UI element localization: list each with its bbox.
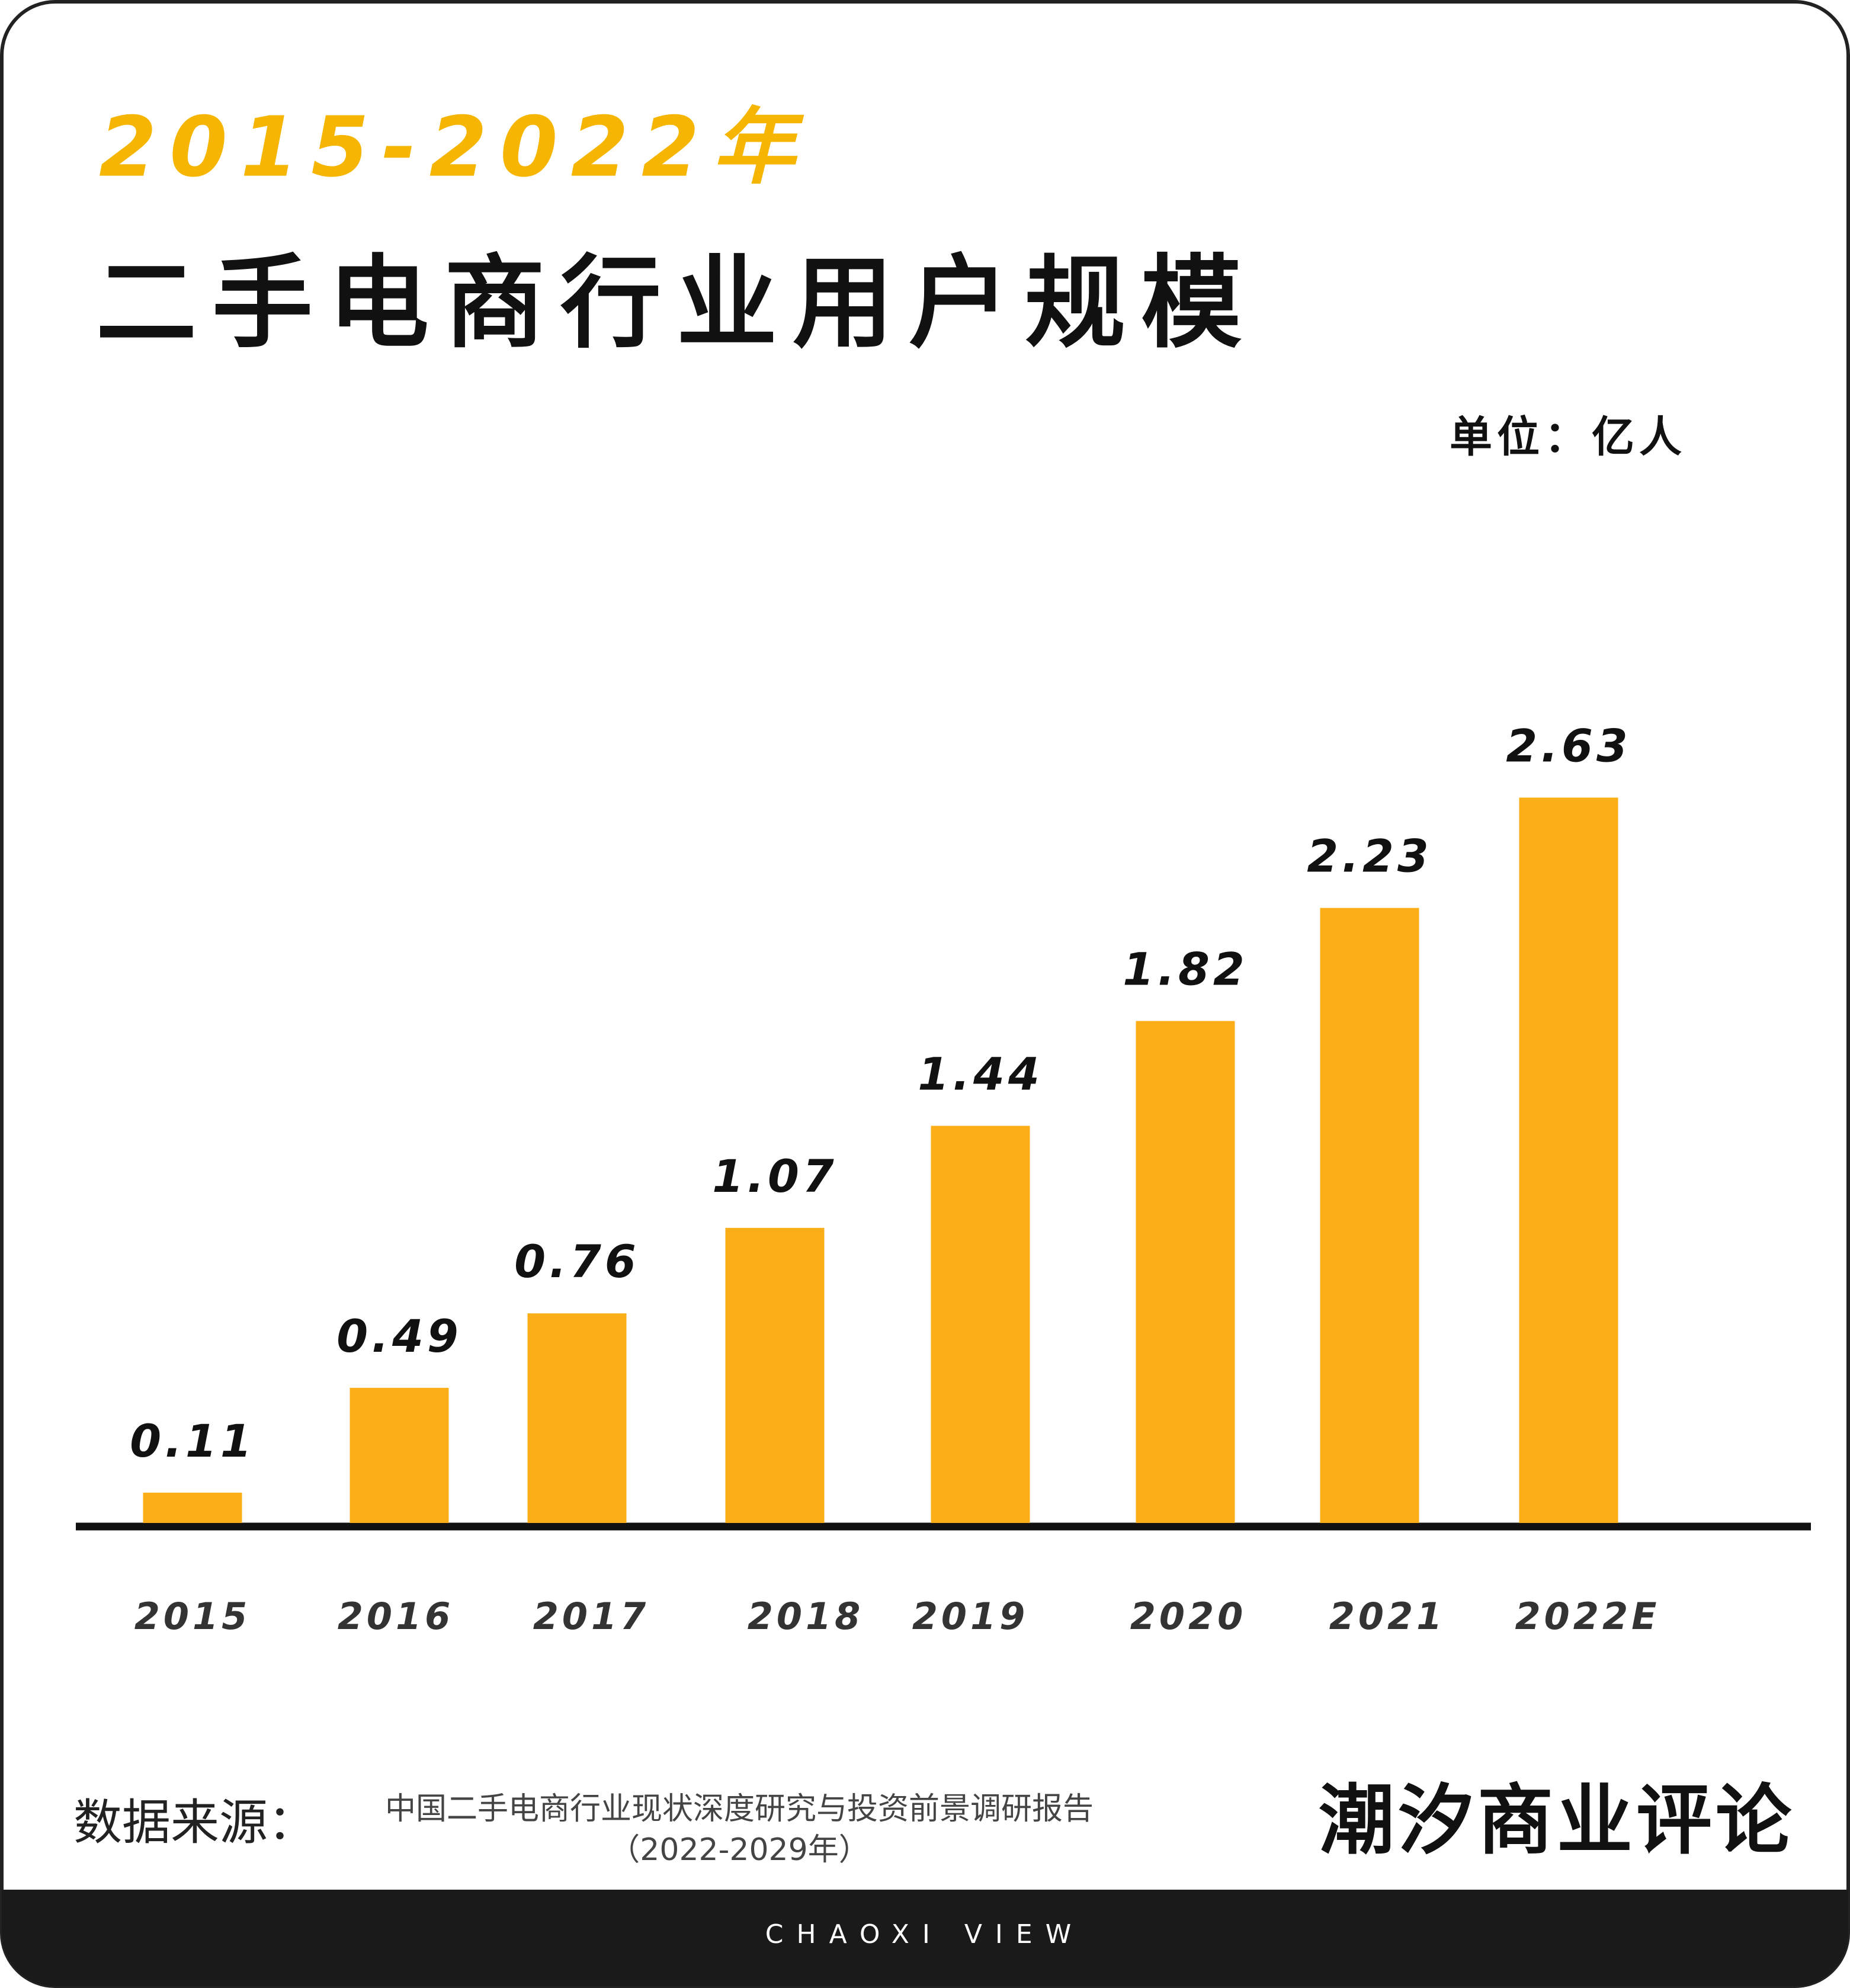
value-label: 0.76 <box>514 1235 640 1288</box>
chart-subtitle: 二手电商行业用户规模 <box>96 245 1257 362</box>
x-tick-label: 2019 <box>912 1595 1029 1638</box>
unit-label: 单位：亿人 <box>1450 412 1687 462</box>
bar <box>350 1387 449 1523</box>
value-label: 1.44 <box>918 1048 1043 1101</box>
source-line: （2022-2029年） <box>609 1832 869 1868</box>
chart-title: 2015-2022年 <box>99 100 808 196</box>
x-tick-label: 2020 <box>1130 1595 1247 1638</box>
brand-en: CHAOXI VIEW <box>765 1919 1084 1949</box>
bar <box>725 1227 825 1523</box>
value-label: 2.23 <box>1307 830 1432 883</box>
bar <box>1136 1021 1235 1523</box>
x-tick-label: 2015 <box>134 1595 251 1638</box>
x-tick-label: 2018 <box>748 1595 864 1638</box>
x-tick-label: 2021 <box>1329 1595 1446 1638</box>
bar <box>143 1492 242 1523</box>
source-label: 数据来源： <box>73 1794 316 1851</box>
x-tick-label: 2016 <box>338 1595 454 1638</box>
x-tick-label: 2022E <box>1515 1595 1660 1638</box>
bar <box>1519 797 1618 1523</box>
x-tick-label: 2017 <box>533 1595 650 1638</box>
bar <box>527 1313 627 1523</box>
value-label: 0.49 <box>336 1310 462 1362</box>
value-label: 1.07 <box>712 1150 838 1203</box>
value-label: 0.11 <box>130 1415 255 1467</box>
source-line: 中国二手电商行业现状深度研究与投资前景调研报告 <box>385 1791 1094 1827</box>
bar <box>931 1126 1030 1523</box>
bar <box>1320 908 1419 1523</box>
footer-band <box>2 1890 1848 1986</box>
value-label: 2.63 <box>1506 719 1631 772</box>
value-label: 1.82 <box>1123 943 1248 996</box>
brand: 潮汐商业评论 <box>1319 1777 1795 1865</box>
